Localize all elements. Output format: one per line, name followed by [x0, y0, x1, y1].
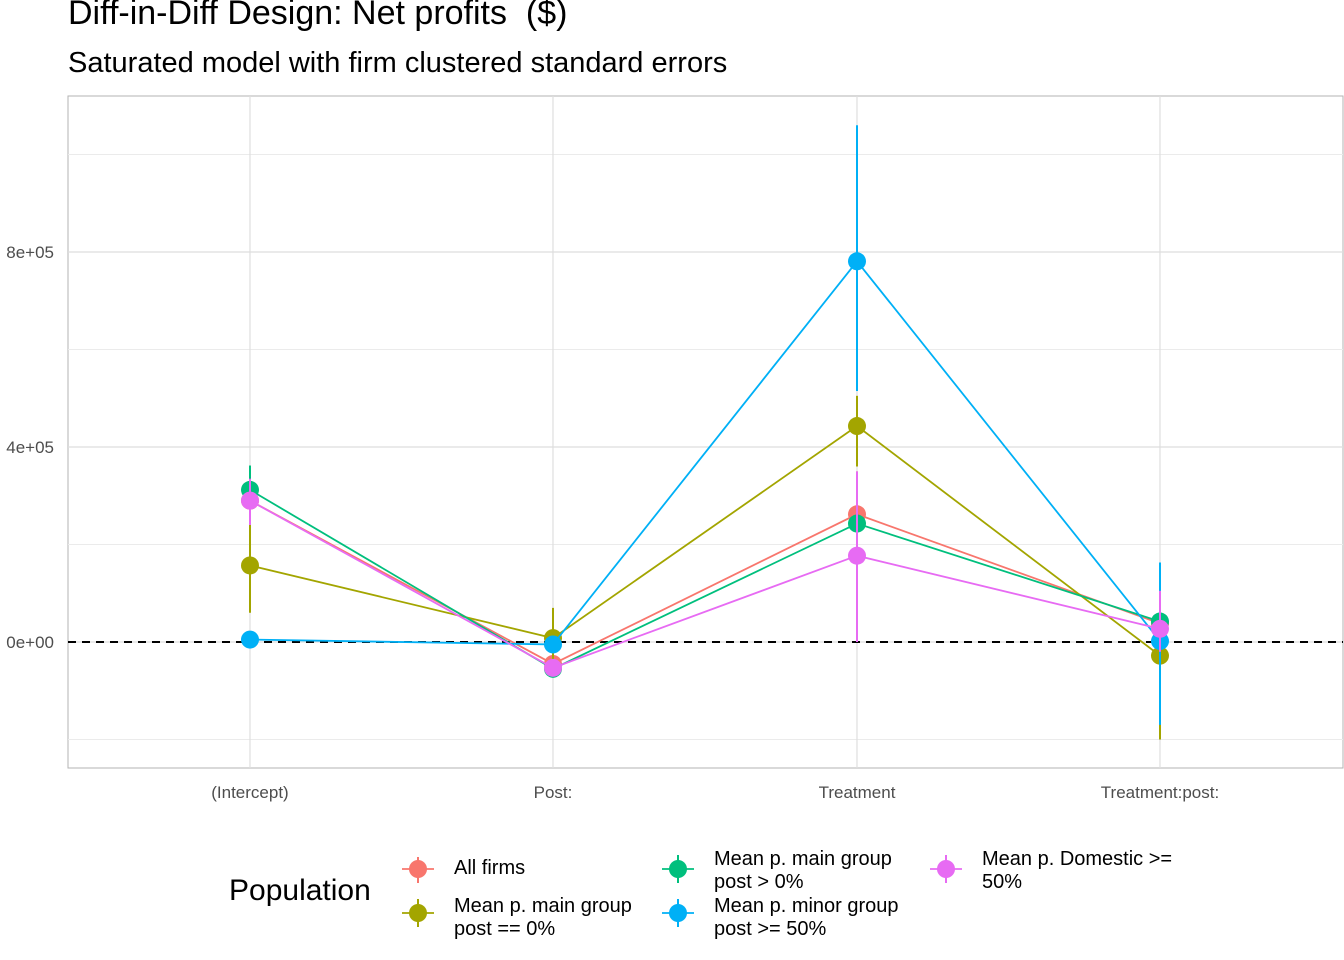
series-4	[241, 471, 1169, 677]
y-tick-label: 4e+05	[6, 438, 54, 457]
data-point	[848, 546, 866, 565]
series-line	[249, 499, 1161, 669]
legend-label: Mean p. main group post == 0%	[454, 895, 632, 940]
legend-label: All firms	[454, 857, 526, 879]
legend-key	[930, 855, 962, 883]
legend-item: Mean p. main group post > 0%	[658, 846, 958, 896]
x-tick-label: Post:	[534, 783, 573, 802]
series-line	[249, 499, 1161, 665]
grid-layer	[67, 95, 1344, 769]
legend-item: Mean p. main group post == 0%	[398, 893, 698, 943]
x-tick-label: (Intercept)	[211, 783, 288, 802]
data-point	[544, 658, 562, 677]
legend-key-point	[409, 904, 427, 922]
axis-layer: 0e+00 4e+05 8e+05 (Intercept) Post: Treatment…	[6, 243, 1343, 802]
data-point	[544, 635, 562, 654]
data-point	[848, 252, 866, 271]
legend-item: All firms	[398, 857, 698, 907]
y-tick-label: 0e+00	[6, 633, 54, 652]
data-point	[241, 491, 259, 510]
data-point	[848, 417, 866, 436]
data-point	[241, 556, 259, 575]
legend-label: Mean p. minor group post >= 50%	[714, 895, 899, 940]
legend-key	[402, 857, 434, 883]
legend-item: Mean p. Domestic >= 50%	[926, 846, 1226, 896]
chart-subtitle: Saturated model with firm clustered stan…	[68, 47, 728, 79]
series-line	[249, 424, 1161, 657]
x-tick-label: Treatment:post:	[1101, 783, 1219, 802]
legend-item: Mean p. minor group post >= 50%	[658, 893, 958, 943]
legend-key-point	[409, 860, 427, 878]
legend: All firms Mean p. main group post == 0% Me…	[0, 840, 1344, 960]
legend-label: Mean p. main group post > 0%	[714, 848, 892, 893]
x-tick-label: Treatment	[819, 783, 896, 802]
chart-canvas: 0e+00 4e+05 8e+05 (Intercept) Post: Treatment…	[6, 95, 1344, 802]
series-line	[249, 259, 1161, 646]
data-point	[1151, 619, 1169, 638]
chart-title: Diff-in-Diff Design: Net profits ($)	[68, 0, 568, 32]
legend-key-point	[937, 860, 955, 878]
legend-key-point	[669, 860, 687, 878]
data-point	[241, 630, 259, 649]
plot-panel	[67, 95, 1344, 769]
y-tick-label: 8e+05	[6, 243, 54, 262]
series-layer	[241, 125, 1169, 740]
legend-key	[402, 899, 434, 927]
legend-label: Mean p. Domestic >= 50%	[982, 848, 1173, 893]
legend-key	[662, 899, 694, 927]
legend-title: Population	[229, 874, 371, 907]
series-line	[249, 489, 1161, 670]
legend-key-point	[669, 904, 687, 922]
legend-key	[662, 855, 694, 883]
